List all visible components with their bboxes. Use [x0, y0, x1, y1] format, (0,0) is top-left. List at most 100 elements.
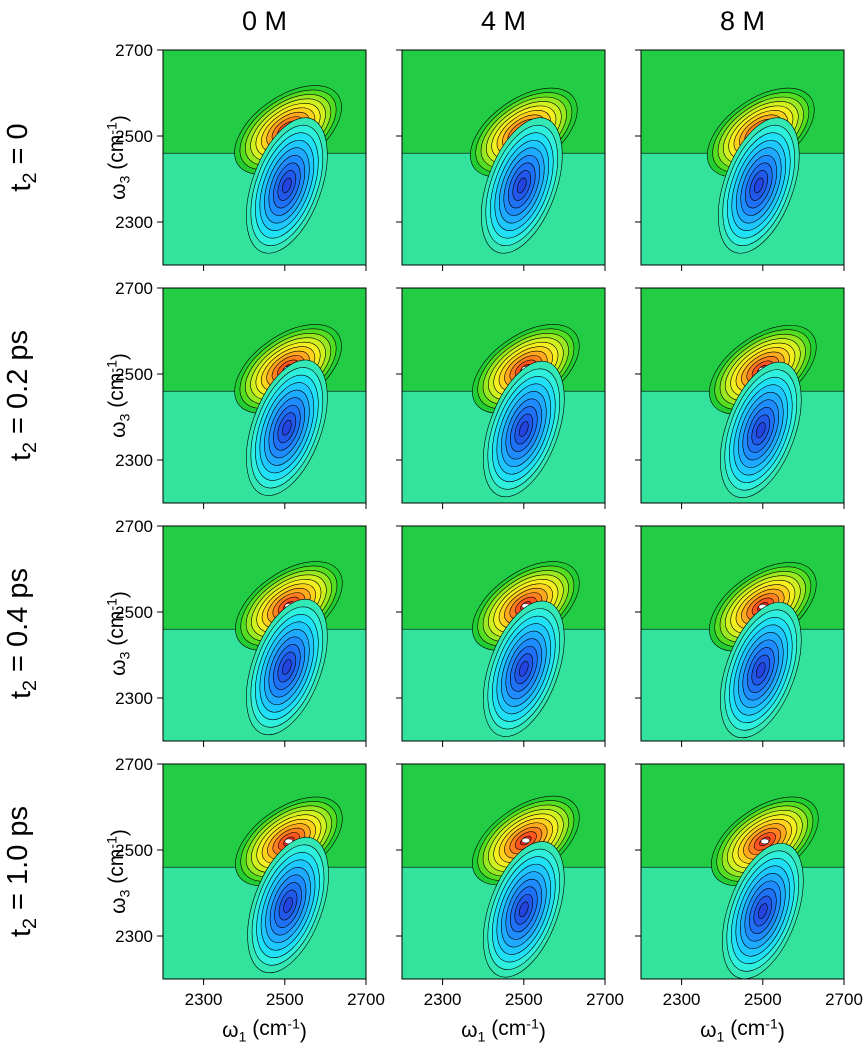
y-axis-label-part: ) — [108, 353, 131, 360]
x-axis-label: ω1 (cm-1) — [222, 1017, 307, 1046]
panel — [163, 526, 366, 741]
row-label: t2 = 1.0 ps — [2, 806, 41, 937]
column-title: 0 M — [242, 6, 287, 36]
row-label-part: = 0 — [2, 123, 34, 172]
y-axis-label-part: -1 — [105, 836, 121, 849]
x-axis-label-part: ) — [300, 1020, 307, 1043]
panel — [402, 764, 605, 979]
frame — [640, 763, 845, 980]
row-label-part: = 0.2 ps — [2, 330, 34, 442]
y-tick-label: 2300 — [115, 689, 153, 708]
y-axis-label-part: ) — [108, 591, 131, 598]
x-axis-label-part: 1 — [716, 1029, 724, 1045]
y-axis-label-part: -1 — [105, 360, 121, 373]
x-axis-label-part: (cm — [485, 1017, 526, 1040]
frame — [401, 525, 606, 742]
y-axis-label-part: (cm — [105, 135, 128, 176]
y-tick-label: 2500 — [115, 603, 153, 622]
x-axis-label: ω1 (cm-1) — [700, 1017, 785, 1046]
x-axis-label-part: (cm — [724, 1017, 765, 1040]
row-label: t2 = 0 — [2, 123, 41, 191]
x-axis-label-part: -1 — [287, 1017, 300, 1033]
negative-contour — [282, 177, 292, 194]
negative-contour — [519, 421, 529, 437]
negative-contour — [282, 659, 292, 675]
y-axis-label-part: (cm — [105, 373, 128, 414]
y-axis-label-part: -1 — [105, 598, 121, 611]
x-axis-label-part: (cm — [246, 1017, 287, 1040]
frame — [640, 49, 845, 266]
y-axis-label-part: ) — [108, 115, 131, 122]
panel — [402, 288, 605, 503]
row-label: t2 = 0.4 ps — [2, 568, 41, 699]
y-tick-label: 2700 — [115, 279, 153, 298]
negative-contour — [755, 662, 766, 678]
negative-contour — [282, 419, 292, 436]
row-label-part: 2 — [19, 173, 41, 184]
x-axis-label-part: ω — [700, 1019, 716, 1042]
y-tick-label: 2700 — [115, 41, 153, 60]
column-title: 4 M — [481, 6, 526, 36]
x-tick-label: 2500 — [505, 990, 543, 1009]
x-tick-label: 2700 — [586, 990, 624, 1009]
panel — [163, 50, 366, 265]
y-axis-label-part: 3 — [117, 414, 133, 422]
row-label-part: t — [5, 453, 37, 461]
y-axis-label-part: ω — [107, 660, 130, 676]
frame — [401, 763, 606, 980]
x-axis-label-part: -1 — [526, 1017, 539, 1033]
row-label: t2 = 0.2 ps — [2, 330, 41, 461]
peak-center — [521, 837, 531, 844]
row-label-part: = 1.0 ps — [2, 806, 34, 918]
frame — [640, 525, 845, 742]
y-axis-label: ω3 (cm-1) — [105, 829, 134, 914]
row-label-part: = 0.4 ps — [2, 568, 34, 680]
y-axis-label-part: 3 — [117, 176, 133, 184]
x-axis-label-part: ω — [461, 1019, 477, 1042]
x-tick-label: 2300 — [185, 990, 223, 1009]
negative-contour — [753, 177, 764, 194]
frame — [162, 763, 367, 980]
y-tick-label: 2500 — [115, 127, 153, 146]
panel — [402, 50, 605, 265]
frame — [162, 49, 367, 266]
negative-contour — [283, 897, 293, 913]
x-tick-label: 2300 — [424, 990, 462, 1009]
negative-contour — [758, 903, 768, 919]
x-tick-label: 2700 — [347, 990, 385, 1009]
y-axis-label-part: -1 — [105, 122, 121, 135]
column-title: 8 M — [720, 6, 765, 36]
panel — [402, 526, 605, 741]
x-axis-label-part: ) — [778, 1020, 785, 1043]
row-label-part: 2 — [19, 918, 41, 929]
x-axis-label-part: -1 — [765, 1017, 778, 1033]
y-tick-label: 2700 — [115, 755, 153, 774]
x-tick-label: 2500 — [266, 990, 304, 1009]
frame — [640, 287, 845, 504]
row-label-part: 2 — [19, 680, 41, 691]
panel — [163, 764, 366, 979]
frame — [401, 49, 606, 266]
y-tick-label: 2300 — [115, 213, 153, 232]
y-tick-label: 2500 — [115, 841, 153, 860]
frame — [401, 287, 606, 504]
y-axis-label-part: ) — [108, 829, 131, 836]
y-axis-label-part: ω — [107, 422, 130, 438]
y-axis-label: ω3 (cm-1) — [105, 115, 134, 200]
x-axis-label-part: 1 — [477, 1029, 485, 1045]
panel — [641, 526, 844, 741]
y-tick-label: 2300 — [115, 927, 153, 946]
y-axis-label: ω3 (cm-1) — [105, 353, 134, 438]
x-tick-label: 2500 — [744, 990, 782, 1009]
panel — [163, 288, 366, 503]
y-axis-label-part: 3 — [117, 890, 133, 898]
panel — [641, 288, 844, 503]
y-axis-label-part: (cm — [105, 611, 128, 652]
negative-contour — [755, 422, 766, 438]
negative-contour — [519, 901, 529, 918]
negative-contour — [519, 660, 529, 677]
x-tick-label: 2700 — [825, 990, 863, 1009]
row-label-part: 2 — [19, 442, 41, 453]
y-axis-label-part: ω — [107, 184, 130, 200]
